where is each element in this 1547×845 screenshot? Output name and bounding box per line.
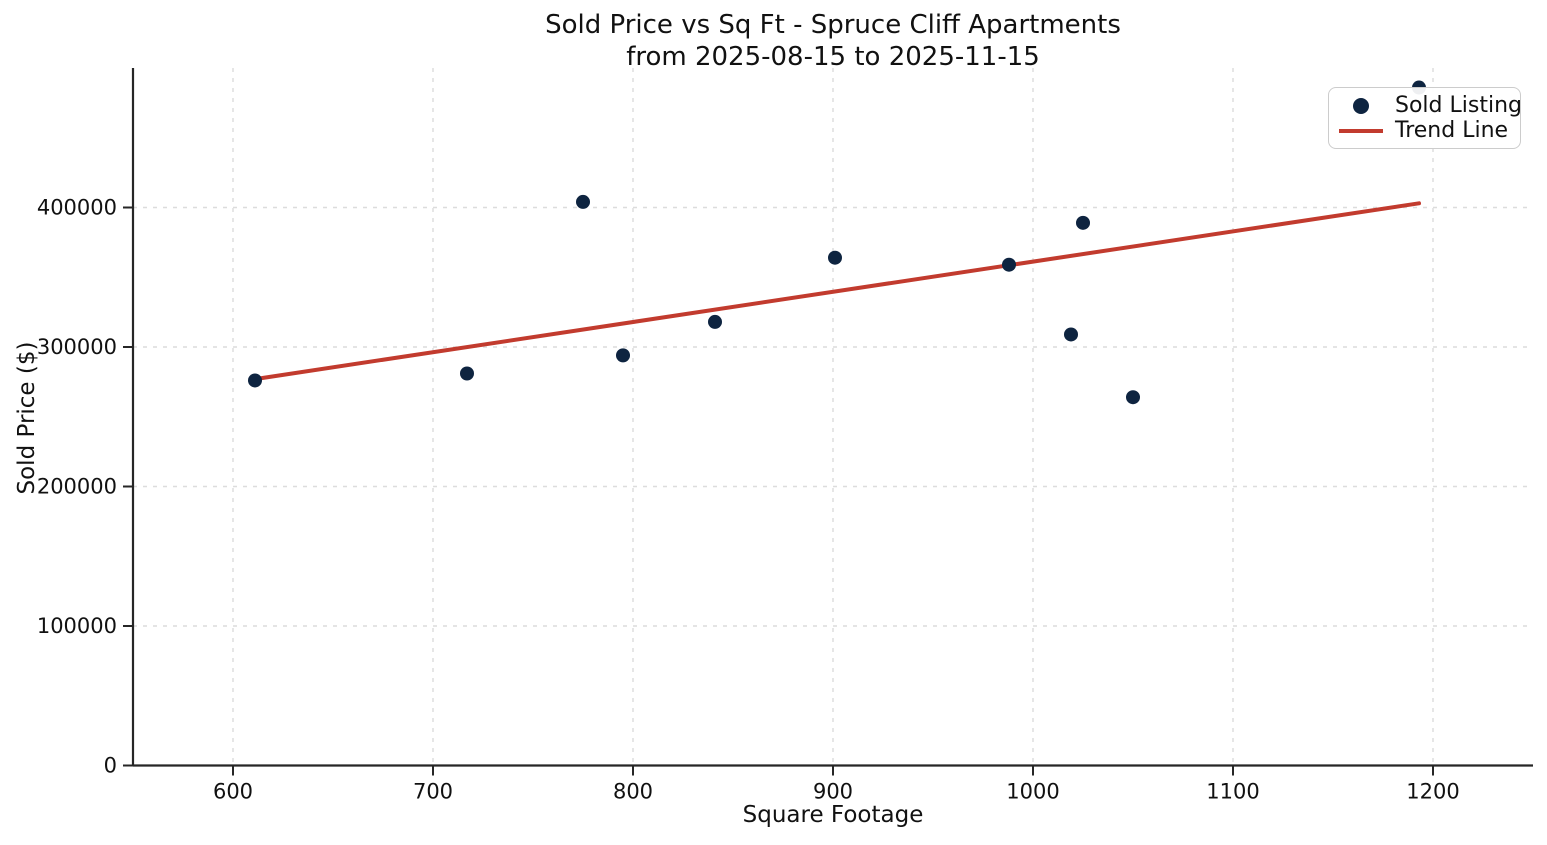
legend-swatch-wrap (1339, 97, 1383, 114)
y-tick-label: 400000 (37, 196, 117, 220)
scatter-point (1126, 390, 1140, 405)
scatter-point (1064, 327, 1078, 342)
y-tick-label: 300000 (37, 335, 117, 359)
x-tick-label: 700 (413, 780, 453, 804)
legend-label-sold-listing: Sold Listing (1395, 93, 1522, 118)
legend-entry-sold-listing: Sold Listing (1339, 93, 1522, 118)
y-tick-label: 0 (104, 754, 117, 778)
y-tick-label: 200000 (37, 475, 117, 499)
x-tick-label: 800 (613, 780, 653, 804)
scatter-point (828, 250, 842, 265)
trend-line-sample-icon (1339, 128, 1383, 133)
y-tick-label: 100000 (37, 614, 117, 638)
legend-entry-trend-line: Trend Line (1339, 118, 1510, 143)
scatter-point (576, 194, 590, 209)
scatter-point (1076, 215, 1090, 230)
scatter-marker-icon (1353, 97, 1369, 114)
scatter-point (460, 366, 474, 381)
y-axis-label: Sold Price ($) (14, 341, 40, 495)
x-tick-label: 900 (813, 780, 853, 804)
scatter-point (708, 314, 722, 329)
x-tick-label: 1100 (1206, 780, 1259, 804)
scatter-point (248, 373, 262, 388)
trend-line (253, 201, 1421, 382)
x-axis-label: Square Footage (742, 802, 924, 828)
x-tick-label: 600 (213, 780, 253, 804)
scatter-point (616, 348, 630, 363)
scatter-point (1002, 257, 1016, 272)
legend-box: Sold Listing Trend Line (1328, 87, 1522, 149)
legend-label-trend-line: Trend Line (1395, 118, 1509, 143)
x-tick-label: 1200 (1406, 780, 1459, 804)
legend-swatch-wrap (1339, 128, 1383, 133)
x-tick-label: 1000 (1006, 780, 1059, 804)
